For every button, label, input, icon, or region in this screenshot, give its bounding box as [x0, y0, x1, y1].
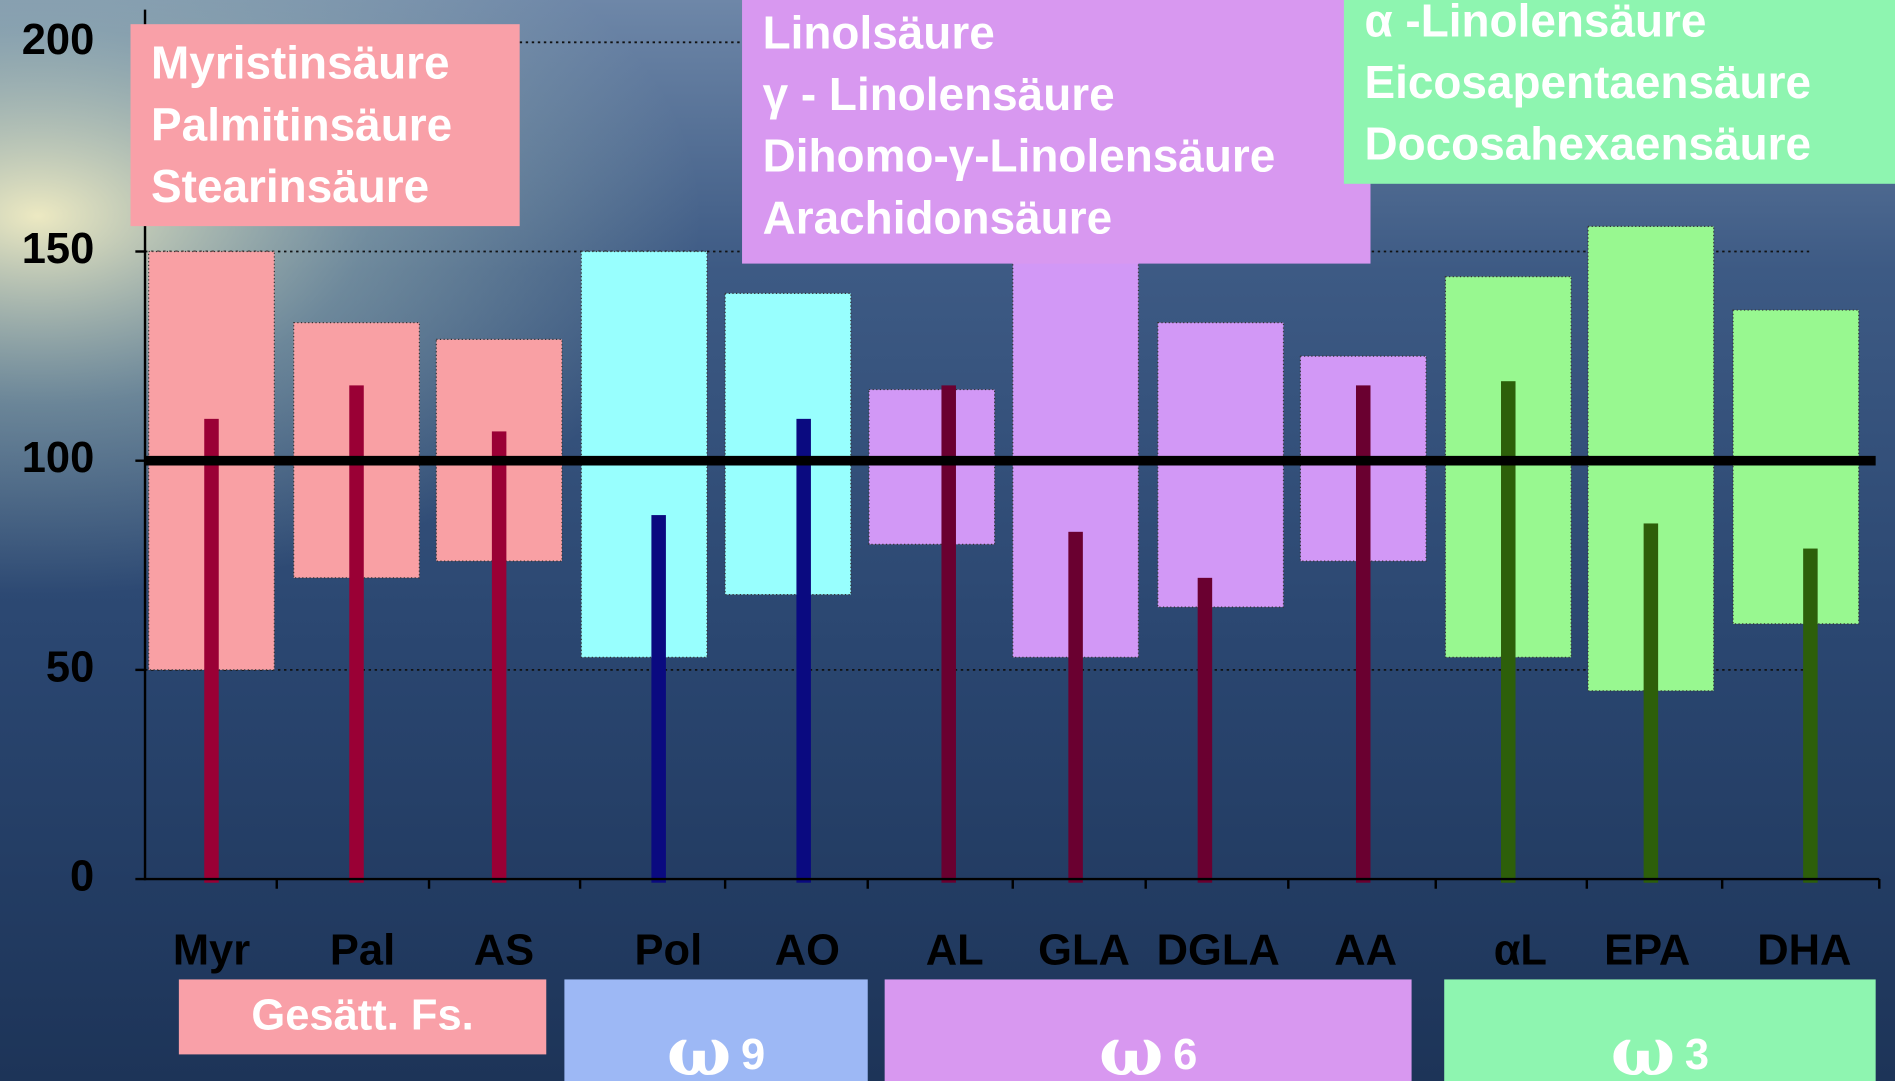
- group-label: Gesätt. Fs.: [251, 992, 473, 1040]
- x-tick-label: AA: [1334, 926, 1397, 974]
- group-panel: [178, 979, 547, 1055]
- x-tick-label: αL: [1494, 926, 1547, 974]
- x-tick-label: GLA: [1038, 926, 1130, 974]
- bar: [1355, 385, 1371, 883]
- range-box: [580, 250, 708, 658]
- group-panel: [1444, 979, 1876, 1081]
- bar: [651, 515, 666, 883]
- group-panel: [884, 979, 1412, 1081]
- marks: [145, 225, 1876, 883]
- legend-entry: Docosahexaensäure: [1364, 118, 1811, 170]
- bar: [1501, 381, 1516, 883]
- bar: [1068, 531, 1083, 883]
- x-tick-label: AS: [474, 926, 534, 974]
- y-tick-label: 0: [70, 853, 94, 901]
- x-tick-label: Myr: [173, 926, 250, 974]
- legend-entry: Eicosapentaensäure: [1364, 56, 1811, 108]
- group-symbol: ω: [667, 1010, 731, 1081]
- legend-entry: γ - Linolensäure: [763, 68, 1115, 120]
- y-tick-label: 50: [46, 643, 94, 691]
- range-box: [1732, 309, 1860, 625]
- legend-panel: [742, 0, 1371, 264]
- legend-panel: [130, 24, 520, 227]
- legend-entry: α -Linolensäure: [1364, 0, 1706, 46]
- legend-entry: Dihomo-γ-Linolensäure: [763, 130, 1276, 182]
- legend-entry: Stearinsäure: [151, 160, 429, 212]
- bar: [1643, 523, 1659, 883]
- x-tick-label: AO: [775, 926, 840, 974]
- y-tick-label: 200: [22, 16, 95, 64]
- bar: [204, 418, 219, 883]
- x-tick-label: DHA: [1757, 926, 1851, 974]
- group-number: 6: [1173, 1030, 1197, 1078]
- legend-panel: [1343, 0, 1895, 184]
- legend-entry: Palmitinsäure: [151, 98, 452, 150]
- x-tick-label: AL: [926, 926, 984, 974]
- group-symbol: ω: [1611, 1010, 1675, 1081]
- range-box: [724, 292, 852, 596]
- group-panel: [564, 979, 868, 1081]
- x-tick-label: Pal: [330, 926, 395, 974]
- legend-entry: Myristinsäure: [151, 37, 450, 89]
- y-tick-label: 100: [22, 434, 95, 482]
- bar: [1197, 577, 1213, 883]
- range-box: [868, 388, 996, 545]
- legend-entry: Linolsäure: [763, 6, 995, 58]
- y-tick-label: 150: [22, 225, 95, 273]
- x-tick-label: DGLA: [1157, 926, 1280, 974]
- group-symbol: ω: [1099, 1010, 1163, 1081]
- legend-entry: Arachidonsäure: [763, 191, 1113, 243]
- bar: [941, 385, 956, 883]
- bar: [1803, 548, 1818, 883]
- x-tick-label: EPA: [1604, 926, 1690, 974]
- group-number: 9: [741, 1030, 765, 1078]
- group-number: 3: [1685, 1030, 1709, 1078]
- bar: [349, 385, 364, 883]
- bar: [796, 418, 811, 883]
- x-tick-label: Pol: [634, 926, 702, 974]
- bar: [491, 431, 507, 883]
